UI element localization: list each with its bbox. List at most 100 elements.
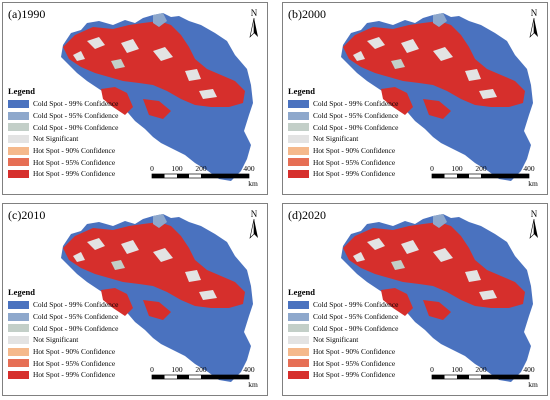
legend-label: Cold Spot - 99% Confidence	[33, 300, 119, 310]
legend-label: Hot Spot - 95% Confidence	[313, 358, 396, 368]
legend-label: Cold Spot - 95% Confidence	[33, 111, 119, 121]
scale-tick-label: 400	[243, 365, 255, 374]
legend-item: Hot Spot - 90% Confidence	[8, 346, 118, 358]
legend-item: Hot Spot - 99% Confidence	[288, 369, 398, 381]
map-panel-2020: (d)2020 Legend Cold Spot - 99% Confidenc…	[282, 203, 548, 396]
legend-swatch	[288, 134, 309, 143]
scale-tick-label: 400	[523, 164, 535, 173]
legend-label: Cold Spot - 90% Confidence	[313, 122, 399, 132]
legend-item: Not Significant	[8, 133, 118, 145]
legend-title: Legend	[8, 86, 35, 96]
legend-label: Hot Spot - 99% Confidence	[313, 370, 396, 380]
legend-item: Cold Spot - 99% Confidence	[8, 98, 118, 110]
legend-swatch	[8, 169, 29, 178]
panel-label: (c)2010	[8, 208, 46, 222]
scale-tick-label: 400	[243, 164, 255, 173]
legend-swatch	[288, 169, 309, 178]
scale-tick-label: 100	[171, 164, 183, 173]
scale-tick-label: 0	[430, 365, 434, 374]
scale-unit: km	[528, 380, 538, 389]
scale-bar: 0 100 200 400 km	[430, 164, 538, 188]
legend-swatch	[8, 335, 29, 344]
legend-item: Cold Spot - 99% Confidence	[288, 299, 398, 311]
map-panel-2000: (b)2000 Legend Cold Spot - 99% Confidenc…	[282, 2, 548, 195]
legend-item: Hot Spot - 99% Confidence	[8, 168, 118, 180]
panel-label: (b)2000	[288, 7, 326, 21]
scale-tick-label: 100	[171, 365, 183, 374]
map-hot-region	[63, 21, 245, 119]
north-arrow-icon: N	[529, 209, 538, 239]
legend-label: Cold Spot - 99% Confidence	[313, 99, 399, 109]
map-not-significant	[73, 13, 217, 99]
legend-swatch	[288, 312, 309, 321]
legend-swatch	[288, 324, 309, 333]
legend-swatch	[8, 324, 29, 333]
scale-bar: 0 100 200 400 km	[150, 164, 258, 188]
legend-item: Hot Spot - 95% Confidence	[8, 156, 118, 168]
map-not-significant	[73, 214, 217, 300]
legend-label: Cold Spot - 90% Confidence	[313, 323, 399, 333]
legend-item: Hot Spot - 95% Confidence	[288, 156, 398, 168]
legend: Legend Cold Spot - 99% Confidence Cold Sp…	[288, 86, 398, 180]
legend-swatch	[288, 335, 309, 344]
scale-unit: km	[248, 179, 258, 188]
legend-label: Not Significant	[33, 134, 79, 144]
map-hot-region	[63, 222, 245, 320]
legend-label: Not Significant	[313, 134, 359, 144]
north-arrow-icon: N	[249, 8, 258, 38]
scale-tick-label: 400	[523, 365, 535, 374]
legend-item: Hot Spot - 99% Confidence	[8, 369, 118, 381]
legend-swatch	[8, 300, 29, 309]
legend-item: Not Significant	[8, 334, 118, 346]
north-letter: N	[251, 8, 258, 18]
legend-label: Cold Spot - 95% Confidence	[313, 111, 399, 121]
scale-tick-label: 0	[430, 164, 434, 173]
scale-tick-label: 0	[150, 164, 154, 173]
panel-label: (d)2020	[288, 208, 326, 222]
legend-title: Legend	[288, 86, 315, 96]
legend-item: Hot Spot - 99% Confidence	[288, 168, 398, 180]
legend-swatch	[8, 347, 29, 356]
hotspot-map	[341, 13, 533, 181]
hotspot-map	[61, 214, 253, 382]
legend-label: Cold Spot - 95% Confidence	[33, 312, 119, 322]
legend-title: Legend	[8, 287, 35, 297]
scale-tick-label: 200	[475, 365, 487, 374]
legend-items: Cold Spot - 99% Confidence Cold Spot - 95…	[8, 98, 118, 180]
map-panel-1990: (a)1990 Legend Cold Spot - 99% Confidenc…	[2, 2, 268, 195]
legend-item: Cold Spot - 90% Confidence	[8, 121, 118, 133]
legend-label: Hot Spot - 99% Confidence	[33, 370, 116, 380]
scale-bar: 0 100 200 400 km	[430, 365, 538, 389]
map-panel-2010: (c)2010 Legend Cold Spot - 99% Confidenc…	[2, 203, 268, 396]
legend-item: Cold Spot - 99% Confidence	[8, 299, 118, 311]
north-arrow-icon: N	[529, 8, 538, 38]
map-hot-region	[343, 21, 525, 119]
legend: Legend Cold Spot - 99% Confidence Cold Sp…	[8, 86, 118, 180]
legend-swatch	[288, 123, 309, 132]
legend-label: Cold Spot - 90% Confidence	[33, 323, 119, 333]
north-letter: N	[531, 209, 538, 219]
map-not-significant	[353, 13, 497, 99]
legend-title: Legend	[288, 287, 315, 297]
legend-swatch	[8, 123, 29, 132]
panel-label: (a)1990	[8, 7, 46, 21]
legend-label: Cold Spot - 90% Confidence	[33, 122, 119, 132]
map-hot-region	[343, 222, 525, 320]
legend-swatch	[288, 300, 309, 309]
legend-swatch	[8, 111, 29, 120]
legend-item: Cold Spot - 90% Confidence	[288, 322, 398, 334]
legend: Legend Cold Spot - 99% Confidence Cold Sp…	[8, 287, 118, 381]
north-arrow-icon: N	[249, 209, 258, 239]
north-letter: N	[251, 209, 258, 219]
legend-items: Cold Spot - 99% Confidence Cold Spot - 95…	[8, 299, 118, 381]
legend-swatch	[8, 99, 29, 108]
scale-tick-label: 200	[475, 164, 487, 173]
legend-swatch	[288, 111, 309, 120]
legend-items: Cold Spot - 99% Confidence Cold Spot - 95…	[288, 299, 398, 381]
legend-label: Hot Spot - 90% Confidence	[33, 146, 116, 156]
legend-item: Cold Spot - 90% Confidence	[288, 121, 398, 133]
legend-label: Hot Spot - 95% Confidence	[313, 157, 396, 167]
legend-label: Not Significant	[33, 335, 79, 345]
legend-item: Cold Spot - 95% Confidence	[8, 110, 118, 122]
scale-tick-label: 200	[195, 365, 207, 374]
